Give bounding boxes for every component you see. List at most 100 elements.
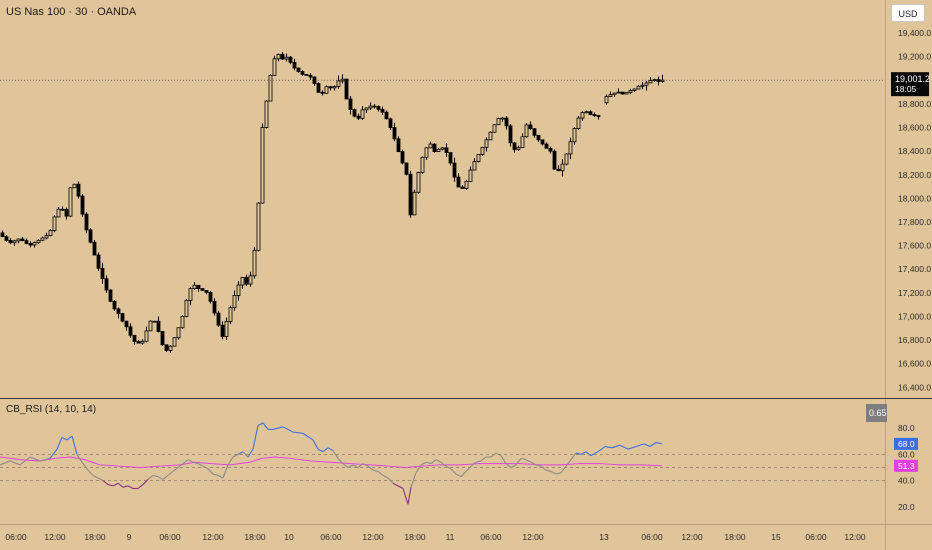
time-tick-label: 13	[599, 532, 609, 542]
rsi-line-segment	[92, 474, 99, 479]
price-tick-label: 19,200.0	[898, 52, 931, 62]
rsi-line-segment	[430, 459, 437, 464]
rsi-line-segment	[76, 454, 83, 463]
rsi-line-segment	[272, 426, 284, 430]
rsi-line-segment	[232, 453, 239, 458]
candle-body	[116, 308, 121, 315]
candle-body	[592, 114, 597, 116]
rsi-line-segment	[327, 447, 334, 451]
rsi-tick-label: 60.0	[898, 449, 915, 459]
candle-body	[196, 284, 201, 289]
candle-body	[504, 117, 509, 127]
rsi-line-segment	[425, 461, 432, 465]
rsi-line-segment	[643, 443, 651, 448]
time-tick-label: 18:00	[244, 532, 266, 542]
rsi-line-segment	[560, 465, 567, 474]
candle-body	[28, 243, 33, 246]
candle-body	[32, 242, 37, 246]
rsi-line-segment	[71, 435, 78, 455]
rsi-line-segment	[377, 471, 384, 476]
rsi-line-segment	[61, 436, 68, 441]
candle-body	[176, 327, 181, 339]
rsi-line-segment	[252, 425, 259, 450]
candle-body	[12, 240, 17, 244]
time-tick-label: 06:00	[805, 532, 827, 542]
candle-body	[188, 288, 193, 301]
candle-body	[552, 150, 557, 170]
candle-body	[24, 240, 29, 244]
signal-value-label: 51.3	[898, 461, 915, 471]
candle-body	[520, 136, 525, 149]
rsi-line-segment	[347, 464, 354, 468]
rsi-line-segment	[435, 459, 442, 463]
rsi-line-segment	[167, 471, 174, 476]
rsi-line-segment	[212, 473, 219, 476]
candle-body	[152, 320, 157, 323]
candle-body	[328, 86, 333, 89]
rsi-line-segment	[635, 443, 645, 448]
candle-body	[476, 154, 481, 162]
candle-body	[224, 320, 229, 337]
rsi-line-segment	[500, 455, 507, 464]
candle-body	[348, 98, 353, 110]
time-tick-label: 12:00	[202, 532, 224, 542]
candle-body	[444, 147, 449, 153]
candle-body	[400, 151, 405, 164]
candle-body	[408, 173, 413, 216]
candle-body	[336, 80, 341, 87]
candle-body	[292, 61, 297, 69]
rsi-line-segment	[580, 451, 587, 455]
rsi-line-segment	[590, 449, 601, 457]
candle-body	[356, 115, 361, 119]
rsi-line-segment	[530, 461, 537, 466]
candle-body	[332, 86, 337, 89]
candle-body	[264, 100, 269, 128]
candle-body	[164, 344, 169, 351]
rsi-value-badge	[894, 437, 918, 450]
candle-body	[68, 187, 73, 217]
candle-body	[64, 209, 69, 217]
rsi-line-segment	[420, 461, 427, 466]
rsi-line-segment	[619, 444, 629, 450]
candle-body	[528, 124, 533, 130]
rsi-tick-label: 80.0	[898, 423, 915, 433]
candle-body	[436, 148, 441, 153]
candle-body	[140, 340, 145, 344]
candle-body	[596, 115, 601, 118]
candle-body	[452, 162, 457, 178]
rsi-value-label: 68.0	[898, 439, 915, 449]
price-tick-label: 18,600.0	[898, 123, 931, 133]
rsi-line-segment	[627, 445, 637, 450]
rsi-line-segment	[387, 477, 394, 484]
candle-body	[192, 284, 197, 289]
candle-body	[500, 117, 505, 120]
rsi-line-segment	[66, 435, 73, 441]
rsi-line-segment	[382, 474, 389, 479]
price-tick-label: 17,600.0	[898, 241, 931, 251]
rsi-line-segment	[19, 456, 31, 466]
rsi-line-segment	[217, 474, 224, 479]
rsi-line-segment	[322, 447, 329, 453]
candle-body	[208, 291, 213, 302]
price-tick-label: 18,400.0	[898, 146, 931, 156]
candle-body	[104, 278, 109, 291]
candle-body	[316, 83, 321, 93]
price-tick-label: 17,000.0	[898, 311, 931, 321]
candle-body	[396, 138, 401, 153]
price-tick-label: 18,200.0	[898, 170, 931, 180]
time-tick-label: 11	[446, 532, 455, 542]
candle-body	[540, 139, 545, 145]
symbol-title: US Nas 100 · 30 · OANDA	[6, 6, 137, 18]
time-tick-label: 06:00	[480, 532, 502, 542]
time-tick-label: 12:00	[681, 532, 703, 542]
candle-body	[464, 180, 469, 189]
currency-button[interactable]: USD	[891, 4, 925, 22]
candle-body	[628, 90, 633, 93]
rsi-line-segment	[495, 452, 502, 457]
rsi-line-segment	[649, 442, 657, 447]
candle-body	[272, 58, 277, 76]
time-tick-label: 12:00	[44, 532, 66, 542]
rsi-line-segment	[282, 426, 294, 433]
rsi-line-segment	[257, 422, 264, 426]
